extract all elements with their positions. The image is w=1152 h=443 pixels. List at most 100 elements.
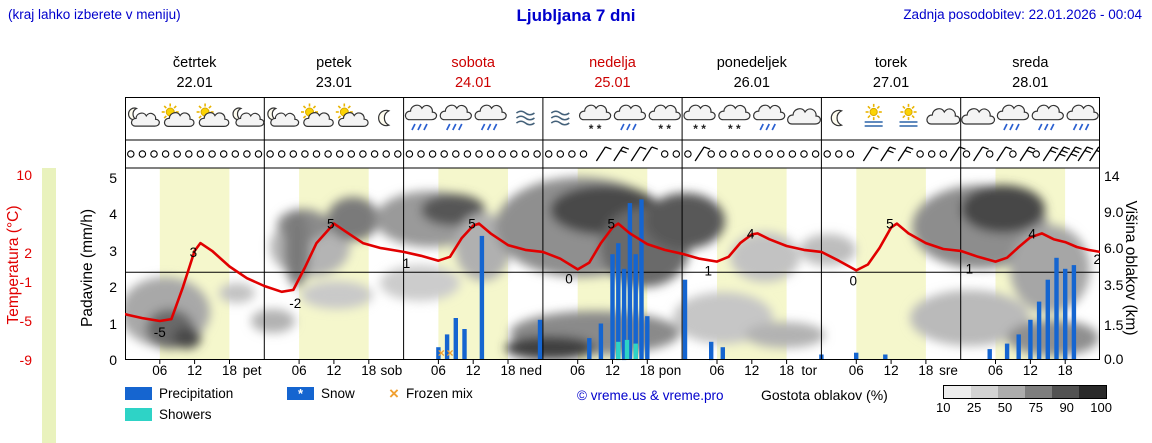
svg-text:12: 12 xyxy=(326,363,341,378)
density-tick-label: 25 xyxy=(966,400,982,415)
svg-text:06: 06 xyxy=(152,363,167,378)
svg-text:06: 06 xyxy=(988,363,1003,378)
precipitation-axis-label: Padavine (mm/h) xyxy=(79,208,96,328)
svg-text:* *: * * xyxy=(589,122,602,136)
frozen-mix-marks: × × xyxy=(438,346,454,360)
svg-text:2: 2 xyxy=(1094,252,1100,267)
meteogram-canvas: × × -5 3 -2 5 1 5 0 5 1 4 0 5 1 4 2 * * * * * * * * 06 12 18 pet… xyxy=(125,97,1100,378)
day-header: torek 27.01 xyxy=(821,53,960,93)
showers-swatch-icon xyxy=(125,408,152,421)
density-tick-label: 75 xyxy=(1028,400,1044,415)
day-headers: četrtek 22.01 petek 23.01 sobota 24.01 nedelja… xyxy=(125,53,1100,93)
precipitation-bars xyxy=(436,199,1077,361)
svg-text:×: × xyxy=(446,346,453,360)
legend-frozen-mix: × Frozen mix xyxy=(389,384,473,403)
svg-text:4: 4 xyxy=(1028,226,1036,241)
svg-text:tor: tor xyxy=(801,363,817,378)
day-header: petek 23.01 xyxy=(264,53,403,93)
temp-tick-label: -1 xyxy=(19,274,32,291)
copyright-link[interactable]: © vreme.us & vreme.pro xyxy=(577,388,724,403)
page-title: Ljubljana 7 dni xyxy=(516,6,636,25)
cloud-cover-layer xyxy=(126,177,1099,360)
svg-text:12: 12 xyxy=(605,363,620,378)
density-tick-label: 50 xyxy=(997,400,1013,415)
day-header: sreda 28.01 xyxy=(961,53,1100,93)
day-name: sreda xyxy=(1012,55,1049,71)
svg-text:pet: pet xyxy=(243,363,262,378)
svg-text:* *: * * xyxy=(658,122,671,136)
svg-text:3: 3 xyxy=(190,245,198,260)
svg-text:18: 18 xyxy=(222,363,237,378)
cloud-density-label: Gostota oblakov (%) xyxy=(761,387,888,403)
legend-showers: Showers xyxy=(125,407,212,422)
legend-frozen-mix-label: Frozen mix xyxy=(405,386,473,401)
svg-text:12: 12 xyxy=(1023,363,1038,378)
day-date: 26.01 xyxy=(733,75,770,91)
density-tick-label: 90 xyxy=(1059,400,1074,415)
svg-text:18: 18 xyxy=(779,363,794,378)
svg-text:5: 5 xyxy=(468,217,476,232)
temp-tick-label: 10 xyxy=(16,166,32,183)
precip-tick-label: 0 xyxy=(109,352,117,368)
grid xyxy=(125,97,1100,364)
svg-text:5: 5 xyxy=(886,217,894,232)
cloud-height-axis-label: Višina oblakov (km) xyxy=(1122,200,1139,336)
day-name: četrtek xyxy=(172,55,217,71)
day-name: sobota xyxy=(451,55,495,71)
svg-text:06: 06 xyxy=(849,363,864,378)
snow-star-icon: * xyxy=(297,386,304,401)
temp-tick-label: -5 xyxy=(19,313,32,330)
legend-showers-label: Showers xyxy=(159,407,212,422)
legend-snow-label: Snow xyxy=(321,386,355,401)
left-accent-strip xyxy=(42,168,56,443)
precip-tick-label: 4 xyxy=(109,206,117,222)
precip-tick-label: 1 xyxy=(109,315,117,332)
temp-tick-label: -9 xyxy=(19,352,32,368)
snow-swatch-icon: * xyxy=(287,387,314,400)
svg-text:1: 1 xyxy=(403,256,411,271)
cloud-density-scale-ticks: 10 25 50 75 90 100 xyxy=(936,400,1112,415)
temperature-axis-label: Temperatura (°C) xyxy=(5,205,22,325)
svg-text:12: 12 xyxy=(744,363,759,378)
svg-text:12: 12 xyxy=(884,363,899,378)
cloud-tick-label: 9.0 xyxy=(1104,204,1124,220)
precip-tick-label: 2 xyxy=(109,279,117,295)
day-name: torek xyxy=(874,55,908,71)
density-tick-label: 10 xyxy=(936,400,951,415)
day-name: ponedeljek xyxy=(716,55,787,71)
day-date: 25.01 xyxy=(594,75,631,91)
temperature-value-labels: -5 3 -2 5 1 5 0 5 1 4 0 5 1 4 2 xyxy=(154,217,1100,340)
day-date: 22.01 xyxy=(176,75,213,91)
svg-text:ned: ned xyxy=(519,363,542,378)
day-date: 23.01 xyxy=(315,75,353,91)
svg-text:0: 0 xyxy=(850,273,858,288)
legend-snow: * Snow xyxy=(287,386,355,401)
cloud-tick-label: 0.0 xyxy=(1104,351,1124,367)
day-header: četrtek 22.01 xyxy=(125,53,264,93)
density-segment xyxy=(944,386,971,398)
svg-text:06: 06 xyxy=(709,363,724,378)
last-update-text: Zadnja posodobitev: 22.01.2026 - 00:04 xyxy=(903,7,1142,22)
density-segment xyxy=(971,386,998,398)
temp-tick-label: 2 xyxy=(24,244,32,261)
svg-text:18: 18 xyxy=(1058,363,1073,378)
location-menu-hint[interactable]: (kraj lahko izberete v meniju) xyxy=(8,7,181,22)
svg-text:06: 06 xyxy=(431,363,446,378)
day-date: 24.01 xyxy=(455,75,492,91)
svg-text:* *: * * xyxy=(693,122,706,136)
svg-text:sre: sre xyxy=(939,363,958,378)
density-segment xyxy=(1079,386,1106,398)
svg-text:1: 1 xyxy=(705,264,713,279)
precip-tick-label: 3 xyxy=(109,242,117,259)
weather-icons-row: * * * * * * * * xyxy=(127,103,1099,136)
density-segment xyxy=(1025,386,1052,398)
density-tick-label: 100 xyxy=(1090,400,1112,415)
time-axis-labels: 06 12 18 pet 06 12 18 sob 06 12 18 ned 06 12 18 pon 06 12… xyxy=(152,363,1072,378)
wind-symbols-row xyxy=(127,146,1100,162)
day-header: ponedeljek 26.01 xyxy=(682,53,821,93)
day-name: petek xyxy=(316,55,352,71)
cloud-tick-label: 1.5 xyxy=(1104,317,1124,333)
frozen-mix-x-icon: × xyxy=(389,384,399,403)
cloud-tick-label: 3.5 xyxy=(1104,277,1124,293)
temperature-line xyxy=(125,222,1100,323)
